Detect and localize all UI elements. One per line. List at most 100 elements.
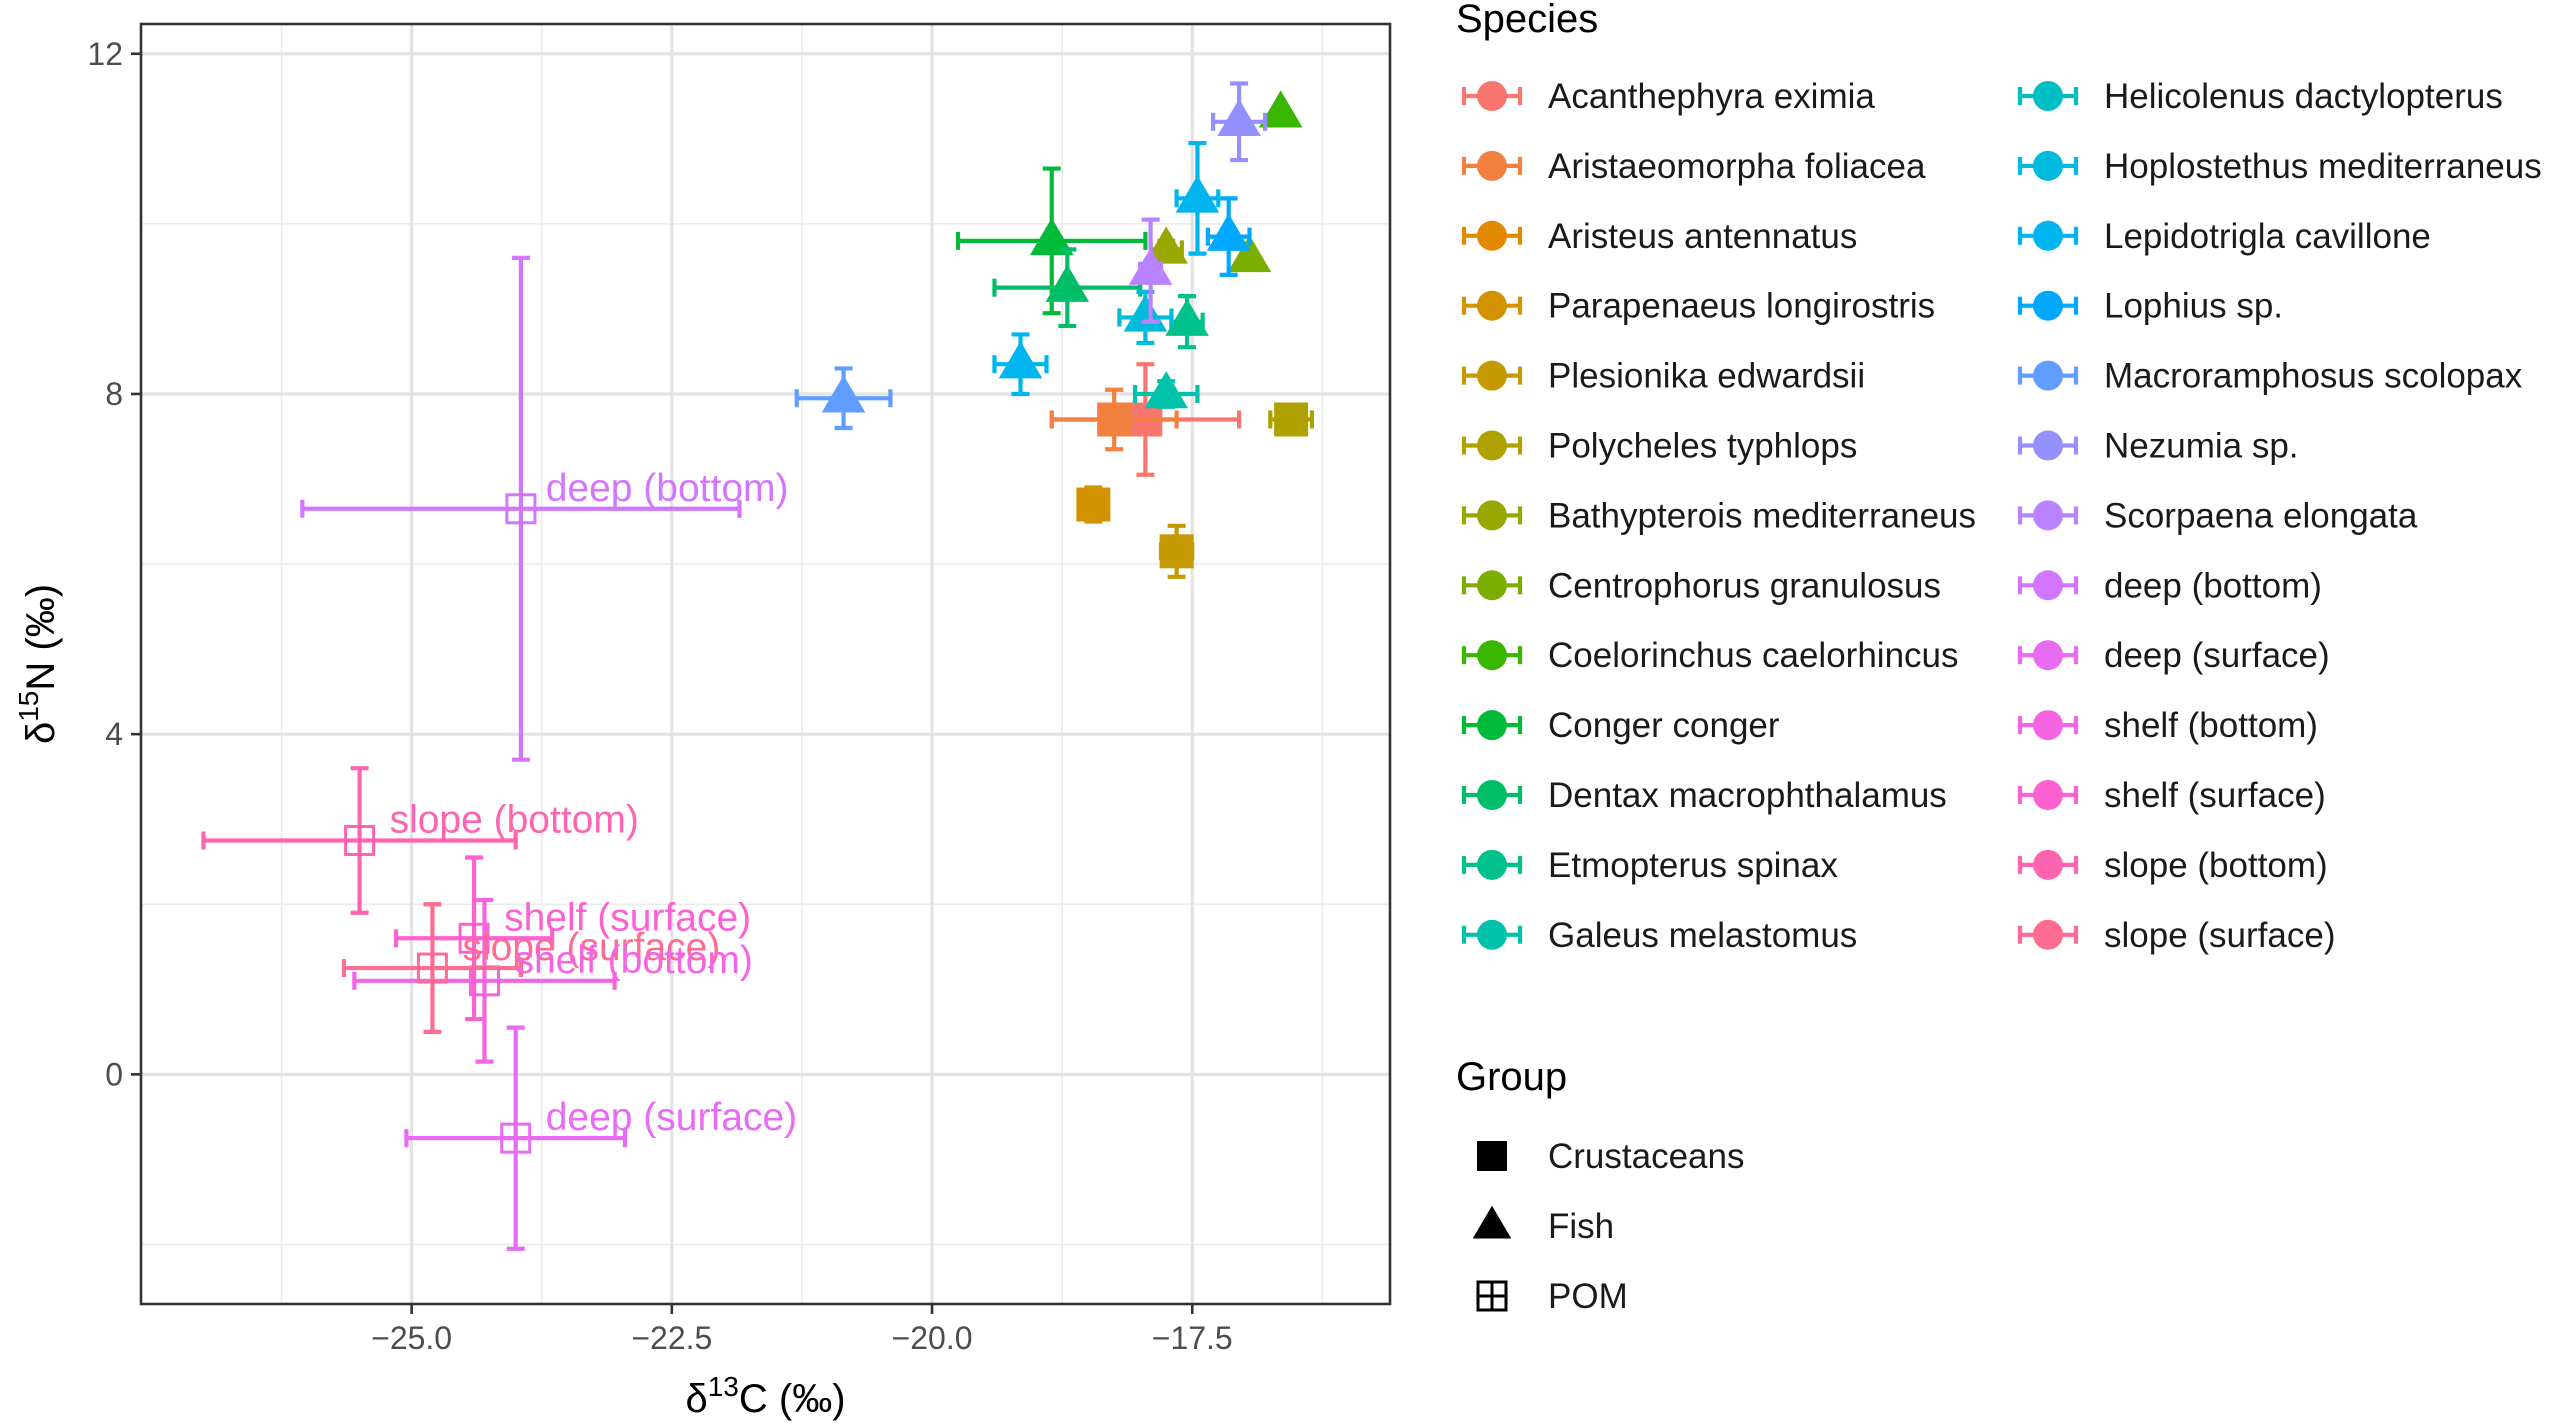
legend-key-dot xyxy=(2033,640,2063,671)
y-tick-label: 0 xyxy=(105,1056,123,1092)
legend-label: deep (bottom) xyxy=(2104,566,2322,605)
legend-item-species: Aristeus antennatus xyxy=(1461,217,1857,256)
legend-key-dot xyxy=(1477,640,1507,671)
legend-label: Dentax macrophthalamus xyxy=(1548,776,1947,815)
legend-key-dot xyxy=(2033,710,2063,741)
point-marker xyxy=(1258,90,1303,128)
data-point-dentax-macrophthalamus xyxy=(992,247,1143,329)
legend-item-species: Nezumia sp. xyxy=(2017,427,2299,466)
legend-label: Parapenaeus longirostris xyxy=(1548,287,1935,326)
legend-item-species: Lepidotrigla cavillone xyxy=(2017,217,2431,256)
legend-item-species: slope (surface) xyxy=(2017,916,2335,955)
legend-label: Macroramphosus scolopax xyxy=(2104,357,2523,396)
point-marker xyxy=(1144,371,1189,409)
legend-key-dot xyxy=(1477,290,1507,321)
legend-label: Hoplostethus mediterraneus xyxy=(2104,147,2542,186)
legend-item-species: Centrophorus granulosus xyxy=(1461,566,1941,605)
legend-key-shape xyxy=(1472,1205,1512,1239)
legend-key-dot xyxy=(2033,360,2063,391)
point-label: shelf (bottom) xyxy=(514,939,752,982)
panel-background xyxy=(141,24,1390,1304)
x-tick-label: −20.0 xyxy=(892,1320,973,1356)
point-marker xyxy=(505,493,537,525)
y-tick-label: 12 xyxy=(87,36,123,72)
legend-item-group: Crustaceans xyxy=(1477,1137,1744,1176)
data-point-shelf-surface xyxy=(393,855,555,1022)
data-point-lepidotrigla-cavillone xyxy=(1174,140,1221,256)
legend-item-species: Dentax macrophthalamus xyxy=(1461,776,1947,815)
legend-key-shape xyxy=(1477,1141,1507,1171)
legend-key-dot xyxy=(2033,220,2063,251)
x-axis-title: δ13C (‰) xyxy=(685,1371,845,1421)
panel-border xyxy=(139,22,1392,1306)
legend-item-group: POM xyxy=(1476,1277,1628,1316)
legend-key-dot xyxy=(2033,780,2063,810)
legend-item-species: Scorpaena elongata xyxy=(2017,496,2418,535)
legend-item-species: Conger conger xyxy=(1461,706,1780,745)
data-point-nezumia-sp xyxy=(1210,81,1268,163)
point-marker xyxy=(1175,175,1220,213)
point-marker xyxy=(821,375,866,413)
data-point-aristaeomorpha-foliacea xyxy=(1049,387,1179,452)
legend-label: Crustaceans xyxy=(1548,1137,1744,1176)
legend-key-dot xyxy=(1477,849,1507,880)
legend-label: Polycheles typhlops xyxy=(1548,427,1857,466)
legend-item-species: Etmopterus spinax xyxy=(1461,846,1838,885)
data-point-conger-conger xyxy=(955,166,1148,316)
data-point-deep-bottom xyxy=(300,255,742,762)
point-marker xyxy=(344,824,376,856)
point-marker xyxy=(1097,402,1132,437)
data-point-scorpaena-elongata xyxy=(1128,217,1173,324)
legend-key-dot xyxy=(1477,710,1507,741)
legend-item-species: slope (bottom) xyxy=(2017,846,2328,885)
legend-key-dot xyxy=(1477,220,1507,251)
legend-item-species: Helicolenus dactylopterus xyxy=(2017,77,2503,116)
legend-item-group: Fish xyxy=(1472,1205,1614,1246)
legend-item-species: Plesionika edwardsii xyxy=(1461,357,1865,396)
legend-label: Helicolenus dactylopterus xyxy=(2104,77,2503,116)
legend-label: shelf (surface) xyxy=(2104,776,2326,815)
legend-key-dot xyxy=(2033,919,2063,950)
legend-label: Fish xyxy=(1548,1207,1614,1246)
legend-key-dot xyxy=(1477,500,1507,531)
point-marker xyxy=(1144,226,1189,264)
point-marker xyxy=(998,341,1043,379)
y-axis-title: δ15N (‰) xyxy=(13,584,63,744)
legend-item-species: Polycheles typhlops xyxy=(1461,427,1857,466)
data-point-macroramphosus-scolopax xyxy=(794,366,893,431)
legend-label: Nezumia sp. xyxy=(2104,427,2299,466)
data-point-parapenaeus-longirostris xyxy=(1076,485,1111,524)
point-label: slope (bottom) xyxy=(390,798,639,841)
y-tick-label: 8 xyxy=(105,376,123,412)
legend-key-dot xyxy=(1477,360,1507,391)
legend-item-species: shelf (bottom) xyxy=(2017,706,2318,745)
legend-label: deep (surface) xyxy=(2104,636,2330,675)
point-label: slope (surface) xyxy=(462,926,720,969)
data-point-slope-surface xyxy=(341,902,524,1034)
axes: −25.0 −22.5 −20.0 −17.5 0 4 8 12 δ13C (‰) δ15N (‰… xyxy=(13,22,1392,1421)
point-marker xyxy=(1029,217,1074,256)
data-point-polycheles-typhlops xyxy=(1268,402,1315,437)
point-marker xyxy=(500,1122,532,1154)
legend-label: slope (bottom) xyxy=(2104,846,2328,885)
legend-key-shape xyxy=(1476,1280,1508,1312)
data-point-lophius-sp xyxy=(1205,196,1252,277)
legend-label: Acanthephyra eximia xyxy=(1548,77,1875,116)
legend-key-dot xyxy=(2033,570,2063,601)
data-point-coelorinchus-caelorhincus xyxy=(1258,90,1303,128)
point-marker xyxy=(1128,247,1173,285)
data-point-lepidotrigla-cavillone xyxy=(992,332,1049,397)
legend-key-dot xyxy=(1477,570,1507,601)
legend-item-species: deep (bottom) xyxy=(2017,566,2322,605)
legend-item-species: Parapenaeus longirostris xyxy=(1461,287,1935,326)
point-marker xyxy=(1165,298,1209,336)
point-marker xyxy=(1076,487,1111,522)
legend-item-species: Acanthephyra eximia xyxy=(1461,77,1875,116)
legend-label: Lophius sp. xyxy=(2104,287,2283,326)
legend-key-dot xyxy=(2033,430,2063,461)
legend-label: Etmopterus spinax xyxy=(1548,846,1838,885)
legend-item-species: shelf (surface) xyxy=(2017,776,2326,815)
data-point-slope-bottom xyxy=(201,766,518,915)
legend-item-species: deep (surface) xyxy=(2017,636,2330,675)
